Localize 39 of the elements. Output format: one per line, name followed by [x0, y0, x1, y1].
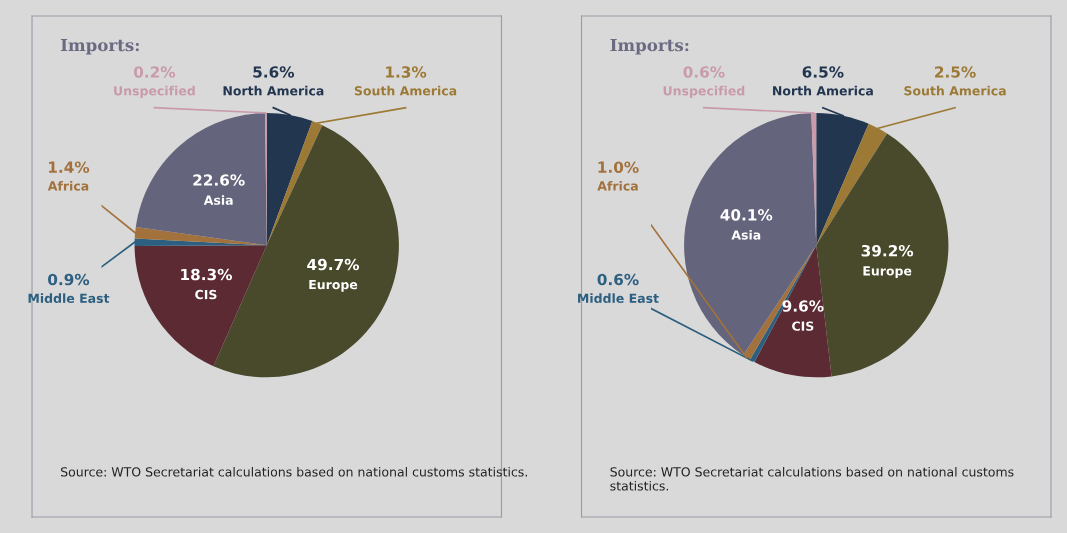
- data-label: 0.9%: [48, 273, 90, 286]
- slice-label: Europe: [309, 280, 358, 292]
- slice-label: Africa: [597, 180, 638, 191]
- data-label: 1.0%: [598, 161, 639, 173]
- source-note: Source: WTO Secretariat calculations based on national customs statistics.: [610, 466, 1014, 491]
- data-label: 9.6%: [782, 300, 824, 312]
- slice-label: Africa: [47, 180, 89, 191]
- slice-label: Middle East: [578, 293, 659, 303]
- pie-slice: [754, 245, 832, 378]
- data-label: 0.6%: [683, 66, 725, 78]
- slice-label: Asia: [731, 229, 761, 240]
- data-label: 0.2%: [133, 66, 176, 78]
- slice-label: Asia: [203, 195, 233, 205]
- data-label: 6.5%: [802, 66, 844, 78]
- data-label: 0.6%: [597, 273, 639, 286]
- data-label: 39.2%: [861, 244, 914, 257]
- slice-label: South America: [904, 85, 1006, 96]
- source-note: Source: WTO Secretariat calculations based on national customs statistics.: [61, 466, 527, 477]
- chart-title: Imports:: [610, 38, 689, 55]
- data-label: 2.5%: [935, 66, 976, 78]
- slice-label: CIS: [792, 321, 814, 331]
- slice-label: CIS: [195, 289, 217, 300]
- data-label: 18.3%: [181, 268, 232, 281]
- slice-label: North America: [773, 85, 873, 96]
- slice-label: South America: [354, 85, 457, 96]
- data-label: 5.6%: [253, 66, 295, 78]
- data-label: 49.7%: [307, 258, 360, 271]
- pie-slice: [134, 245, 267, 367]
- data-label: 1.3%: [386, 66, 427, 78]
- data-label: 40.1%: [720, 209, 773, 221]
- slice-label: North America: [223, 85, 324, 96]
- slice-label: Middle East: [28, 293, 110, 303]
- slice-label: Unspecified: [663, 85, 745, 98]
- slice-label: Unspecified: [114, 85, 195, 98]
- chart-title: Imports:: [60, 38, 139, 55]
- pie-slice: [135, 113, 267, 246]
- slice-label: Europe: [863, 266, 912, 278]
- data-label: 22.6%: [193, 174, 245, 186]
- data-label: 1.4%: [49, 161, 90, 173]
